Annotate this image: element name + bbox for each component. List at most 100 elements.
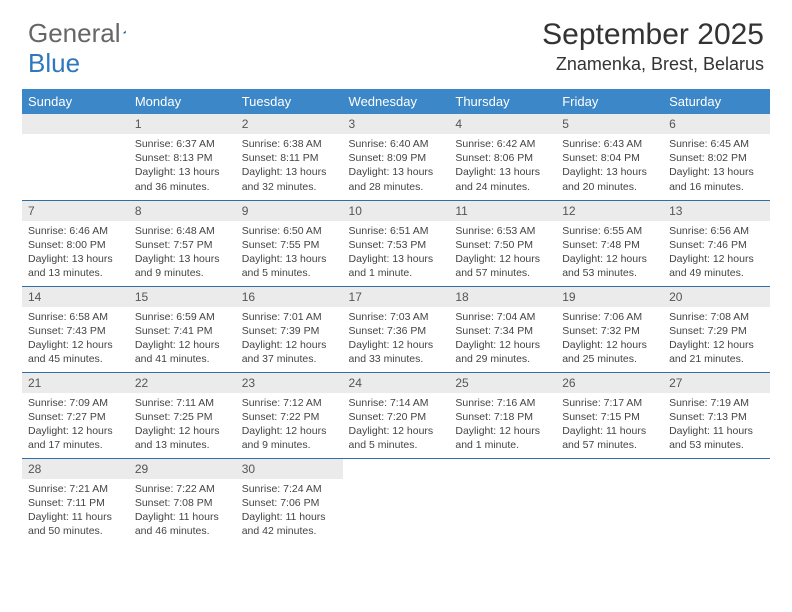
day-number: 27	[663, 373, 770, 393]
day-body: Sunrise: 6:51 AMSunset: 7:53 PMDaylight:…	[343, 221, 450, 285]
weekday-header: Wednesday	[343, 89, 450, 114]
day-body: Sunrise: 6:59 AMSunset: 7:41 PMDaylight:…	[129, 307, 236, 371]
day-number: 26	[556, 373, 663, 393]
calendar-row: 28Sunrise: 7:21 AMSunset: 7:11 PMDayligh…	[22, 458, 770, 544]
day-body: Sunrise: 7:22 AMSunset: 7:08 PMDaylight:…	[129, 479, 236, 543]
day-number: 29	[129, 459, 236, 479]
day-body: Sunrise: 7:06 AMSunset: 7:32 PMDaylight:…	[556, 307, 663, 371]
day-body: Sunrise: 7:03 AMSunset: 7:36 PMDaylight:…	[343, 307, 450, 371]
day-body: Sunrise: 7:11 AMSunset: 7:25 PMDaylight:…	[129, 393, 236, 457]
day-body: Sunrise: 7:12 AMSunset: 7:22 PMDaylight:…	[236, 393, 343, 457]
weekday-header: Friday	[556, 89, 663, 114]
day-body: Sunrise: 7:17 AMSunset: 7:15 PMDaylight:…	[556, 393, 663, 457]
day-number: 21	[22, 373, 129, 393]
calendar-cell: 4Sunrise: 6:42 AMSunset: 8:06 PMDaylight…	[449, 114, 556, 200]
weekday-header: Tuesday	[236, 89, 343, 114]
day-body: Sunrise: 7:24 AMSunset: 7:06 PMDaylight:…	[236, 479, 343, 543]
calendar-cell: 29Sunrise: 7:22 AMSunset: 7:08 PMDayligh…	[129, 458, 236, 544]
day-body: Sunrise: 6:55 AMSunset: 7:48 PMDaylight:…	[556, 221, 663, 285]
calendar-cell	[449, 458, 556, 544]
title-block: September 2025 Znamenka, Brest, Belarus	[542, 18, 764, 75]
calendar-cell: 27Sunrise: 7:19 AMSunset: 7:13 PMDayligh…	[663, 372, 770, 458]
day-body: Sunrise: 6:42 AMSunset: 8:06 PMDaylight:…	[449, 134, 556, 198]
calendar-cell: 28Sunrise: 7:21 AMSunset: 7:11 PMDayligh…	[22, 458, 129, 544]
calendar-cell: 6Sunrise: 6:45 AMSunset: 8:02 PMDaylight…	[663, 114, 770, 200]
day-number: 12	[556, 201, 663, 221]
weekday-header: Sunday	[22, 89, 129, 114]
calendar-cell: 22Sunrise: 7:11 AMSunset: 7:25 PMDayligh…	[129, 372, 236, 458]
calendar-cell: 10Sunrise: 6:51 AMSunset: 7:53 PMDayligh…	[343, 200, 450, 286]
calendar-cell: 24Sunrise: 7:14 AMSunset: 7:20 PMDayligh…	[343, 372, 450, 458]
day-body: Sunrise: 6:37 AMSunset: 8:13 PMDaylight:…	[129, 134, 236, 198]
calendar-row: 21Sunrise: 7:09 AMSunset: 7:27 PMDayligh…	[22, 372, 770, 458]
weekday-header: Saturday	[663, 89, 770, 114]
calendar-cell: 13Sunrise: 6:56 AMSunset: 7:46 PMDayligh…	[663, 200, 770, 286]
calendar-cell: 12Sunrise: 6:55 AMSunset: 7:48 PMDayligh…	[556, 200, 663, 286]
calendar-cell: 19Sunrise: 7:06 AMSunset: 7:32 PMDayligh…	[556, 286, 663, 372]
location-subtitle: Znamenka, Brest, Belarus	[542, 54, 764, 75]
calendar-cell	[343, 458, 450, 544]
calendar-cell: 7Sunrise: 6:46 AMSunset: 8:00 PMDaylight…	[22, 200, 129, 286]
weekday-header: Thursday	[449, 89, 556, 114]
day-body: Sunrise: 7:16 AMSunset: 7:18 PMDaylight:…	[449, 393, 556, 457]
calendar-cell: 3Sunrise: 6:40 AMSunset: 8:09 PMDaylight…	[343, 114, 450, 200]
day-body: Sunrise: 7:09 AMSunset: 7:27 PMDaylight:…	[22, 393, 129, 457]
day-body: Sunrise: 6:43 AMSunset: 8:04 PMDaylight:…	[556, 134, 663, 198]
calendar-table: Sunday Monday Tuesday Wednesday Thursday…	[22, 89, 770, 544]
day-number: 8	[129, 201, 236, 221]
calendar-cell: 15Sunrise: 6:59 AMSunset: 7:41 PMDayligh…	[129, 286, 236, 372]
day-number: 22	[129, 373, 236, 393]
day-number: 20	[663, 287, 770, 307]
calendar-cell	[556, 458, 663, 544]
calendar-row: 14Sunrise: 6:58 AMSunset: 7:43 PMDayligh…	[22, 286, 770, 372]
day-body: Sunrise: 6:40 AMSunset: 8:09 PMDaylight:…	[343, 134, 450, 198]
day-number: 23	[236, 373, 343, 393]
day-number: 17	[343, 287, 450, 307]
day-body: Sunrise: 7:19 AMSunset: 7:13 PMDaylight:…	[663, 393, 770, 457]
calendar-cell: 20Sunrise: 7:08 AMSunset: 7:29 PMDayligh…	[663, 286, 770, 372]
logo-text-2: Blue	[28, 48, 80, 79]
day-number: 19	[556, 287, 663, 307]
calendar-cell: 18Sunrise: 7:04 AMSunset: 7:34 PMDayligh…	[449, 286, 556, 372]
day-number: 14	[22, 287, 129, 307]
calendar-cell: 5Sunrise: 6:43 AMSunset: 8:04 PMDaylight…	[556, 114, 663, 200]
day-body: Sunrise: 7:01 AMSunset: 7:39 PMDaylight:…	[236, 307, 343, 371]
day-body: Sunrise: 6:48 AMSunset: 7:57 PMDaylight:…	[129, 221, 236, 285]
calendar-cell: 9Sunrise: 6:50 AMSunset: 7:55 PMDaylight…	[236, 200, 343, 286]
calendar-cell: 11Sunrise: 6:53 AMSunset: 7:50 PMDayligh…	[449, 200, 556, 286]
calendar-cell: 30Sunrise: 7:24 AMSunset: 7:06 PMDayligh…	[236, 458, 343, 544]
calendar-cell: 26Sunrise: 7:17 AMSunset: 7:15 PMDayligh…	[556, 372, 663, 458]
day-number: 6	[663, 114, 770, 134]
day-body: Sunrise: 7:14 AMSunset: 7:20 PMDaylight:…	[343, 393, 450, 457]
day-number: 18	[449, 287, 556, 307]
calendar-cell: 16Sunrise: 7:01 AMSunset: 7:39 PMDayligh…	[236, 286, 343, 372]
day-number: 30	[236, 459, 343, 479]
day-body: Sunrise: 7:04 AMSunset: 7:34 PMDaylight:…	[449, 307, 556, 371]
logo: General	[28, 18, 145, 49]
day-body: Sunrise: 6:45 AMSunset: 8:02 PMDaylight:…	[663, 134, 770, 198]
calendar-cell: 8Sunrise: 6:48 AMSunset: 7:57 PMDaylight…	[129, 200, 236, 286]
day-body: Sunrise: 6:53 AMSunset: 7:50 PMDaylight:…	[449, 221, 556, 285]
day-number: 9	[236, 201, 343, 221]
day-number: 16	[236, 287, 343, 307]
day-body: Sunrise: 7:08 AMSunset: 7:29 PMDaylight:…	[663, 307, 770, 371]
day-body: Sunrise: 6:46 AMSunset: 8:00 PMDaylight:…	[22, 221, 129, 285]
calendar-cell	[22, 114, 129, 200]
calendar-cell: 23Sunrise: 7:12 AMSunset: 7:22 PMDayligh…	[236, 372, 343, 458]
weekday-header: Monday	[129, 89, 236, 114]
logo-text-1: General	[28, 18, 121, 49]
day-number: 15	[129, 287, 236, 307]
calendar-cell: 1Sunrise: 6:37 AMSunset: 8:13 PMDaylight…	[129, 114, 236, 200]
day-body: Sunrise: 7:21 AMSunset: 7:11 PMDaylight:…	[22, 479, 129, 543]
day-number: 10	[343, 201, 450, 221]
logo-sail-icon	[123, 22, 127, 42]
day-body: Sunrise: 6:50 AMSunset: 7:55 PMDaylight:…	[236, 221, 343, 285]
day-number: 25	[449, 373, 556, 393]
day-number: 7	[22, 201, 129, 221]
calendar-row: 7Sunrise: 6:46 AMSunset: 8:00 PMDaylight…	[22, 200, 770, 286]
day-number: 1	[129, 114, 236, 134]
day-number	[22, 114, 129, 134]
calendar-cell: 25Sunrise: 7:16 AMSunset: 7:18 PMDayligh…	[449, 372, 556, 458]
day-number: 3	[343, 114, 450, 134]
calendar-row: 1Sunrise: 6:37 AMSunset: 8:13 PMDaylight…	[22, 114, 770, 200]
